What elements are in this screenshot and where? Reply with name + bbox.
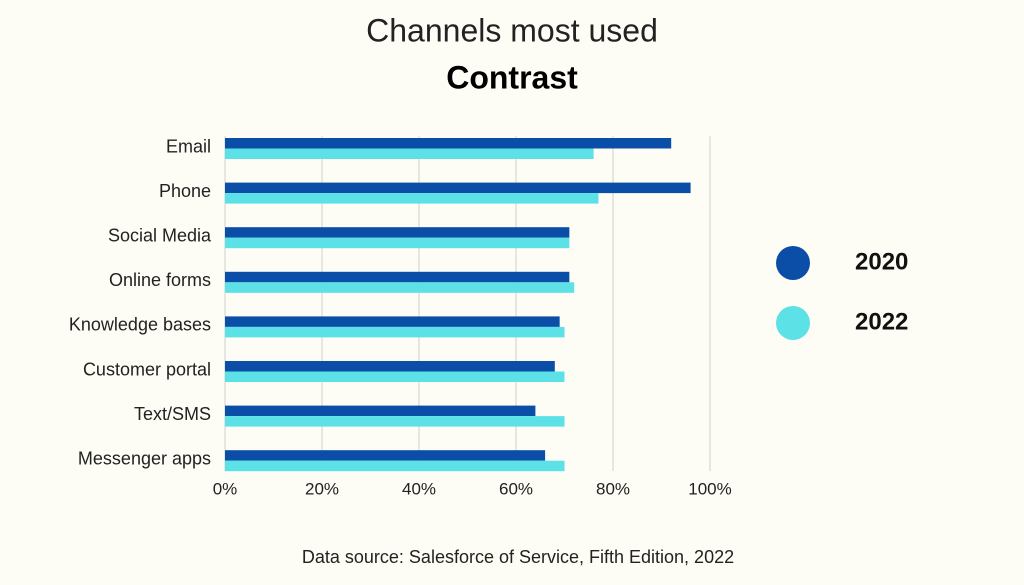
x-tick-label: 60%	[499, 479, 533, 498]
x-tick-label: 40%	[402, 479, 436, 498]
y-tick-label: Social Media	[108, 225, 212, 245]
x-tick-label: 80%	[596, 479, 630, 498]
y-tick-label: Email	[166, 136, 211, 156]
bar	[225, 450, 546, 461]
y-tick-label: Phone	[159, 181, 211, 201]
x-tick-label: 20%	[305, 479, 339, 498]
x-tick-label: 100%	[688, 479, 731, 498]
y-tick-label: Customer portal	[83, 359, 211, 379]
bar	[225, 138, 672, 149]
bar	[225, 326, 565, 338]
legend-label: 2022	[855, 308, 908, 335]
legend-swatch	[776, 306, 810, 340]
bar	[225, 182, 691, 194]
bar	[225, 405, 536, 417]
bar	[225, 371, 565, 382]
bar	[225, 361, 555, 372]
y-tick-label: Knowledge bases	[69, 315, 211, 335]
legend-swatch	[776, 246, 810, 280]
x-tick-label: 0%	[213, 479, 238, 498]
bar	[225, 282, 575, 293]
y-tick-label: Messenger apps	[78, 448, 211, 468]
bar	[225, 193, 599, 204]
source-note: Data source: Salesforce of Service, Fift…	[302, 547, 734, 567]
chart-title: Channels most used	[366, 12, 658, 48]
y-tick-label: Text/SMS	[134, 404, 211, 424]
chart-subtitle: Contrast	[446, 59, 578, 95]
bar	[225, 416, 565, 427]
bar	[225, 460, 565, 472]
bar	[225, 148, 594, 159]
legend-label: 2020	[855, 248, 908, 275]
y-tick-label: Online forms	[109, 270, 211, 290]
bar	[225, 316, 560, 327]
bar	[225, 227, 570, 238]
bar	[225, 237, 570, 249]
bar	[225, 271, 570, 283]
